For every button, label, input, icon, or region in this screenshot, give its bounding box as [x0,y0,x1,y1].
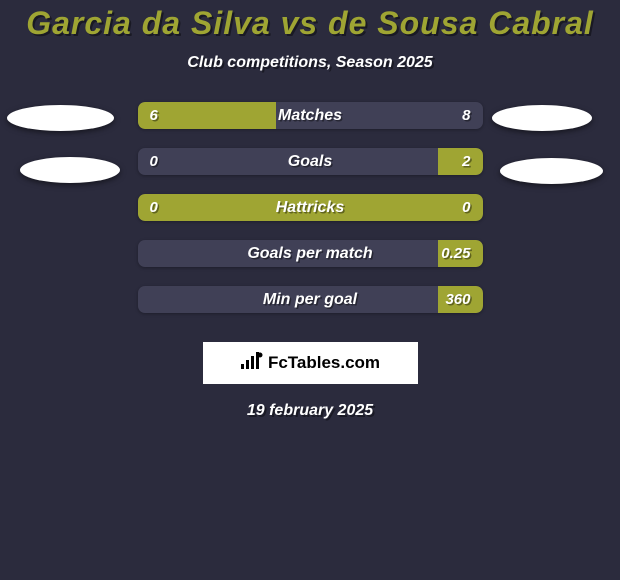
stat-label: Goals per match [138,240,483,267]
stat-value-right: 2 [462,148,470,175]
footer-date: 19 february 2025 [247,402,373,420]
stat-row: Matches6 8 [138,102,483,129]
stat-label: Hattricks [138,194,483,221]
stat-value-right: 360 [445,286,470,313]
stat-row: Goals per match0.25 [138,240,483,267]
stat-label: Min per goal [138,286,483,313]
stat-value-left: 0 [150,194,158,221]
stat-row: Min per goal360 [138,286,483,313]
stat-label: Goals [138,148,483,175]
player-ellipse [20,157,120,183]
stat-value-left: 6 [150,102,158,129]
stat-area: Matches68Goals02Hattricks00Goals per mat… [0,102,620,332]
page-title: Garcia da Silva vs de Sousa Cabral [26,5,594,42]
stats-holder: Matches68Goals02Hattricks00Goals per mat… [0,102,620,313]
stat-row: Goals0 2 [138,148,483,175]
chart-icon [240,352,264,375]
watermark: FcTables.com [203,342,418,384]
player-ellipse [500,158,603,184]
comparison-card: Garcia da Silva vs de Sousa Cabral Club … [0,0,620,420]
player-ellipse [492,105,592,131]
stat-value-right: 0 [462,194,470,221]
stat-row: Hattricks0 0 [138,194,483,221]
page-subtitle: Club competitions, Season 2025 [187,54,432,72]
player-ellipse [7,105,114,131]
stat-value-left: 0 [150,148,158,175]
stat-label: Matches [138,102,483,129]
stat-value-right: 0.25 [441,240,470,267]
stat-value-right: 8 [462,102,470,129]
watermark-text: FcTables.com [268,353,380,373]
